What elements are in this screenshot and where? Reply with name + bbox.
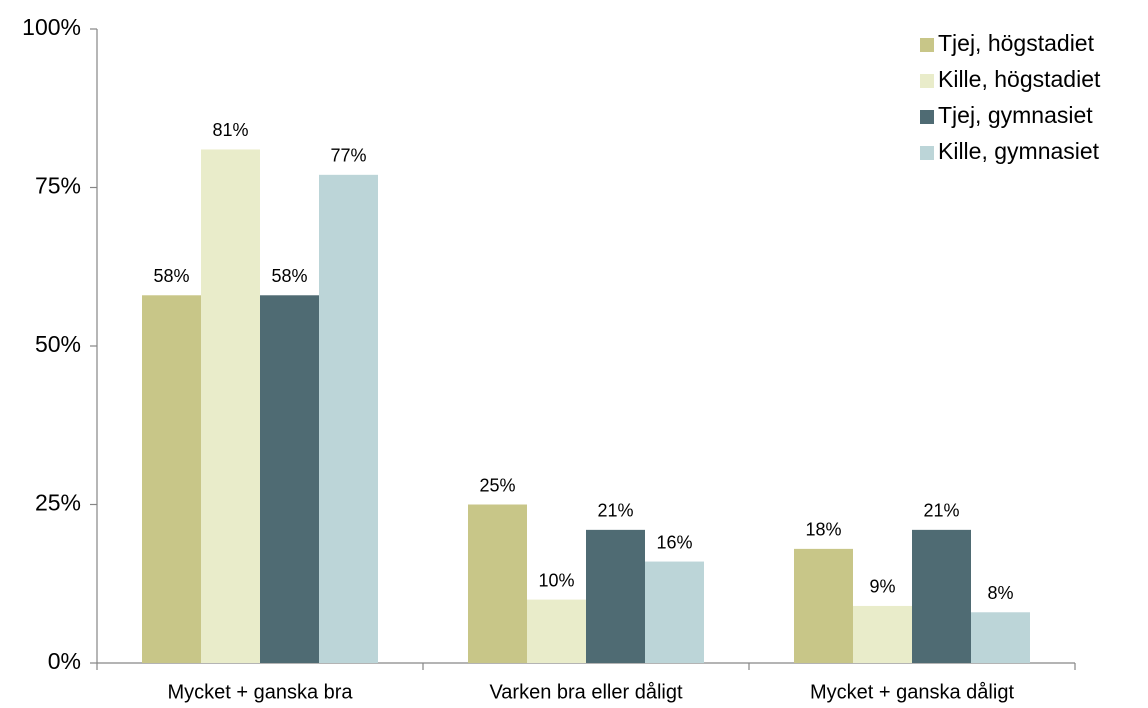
y-tick-label: 100% — [22, 14, 81, 40]
bar — [468, 504, 527, 663]
bar — [645, 561, 704, 663]
bar — [794, 548, 853, 663]
data-label: 8% — [987, 583, 1013, 603]
bar — [527, 599, 586, 663]
y-tick-label: 50% — [35, 331, 81, 357]
bar — [319, 174, 378, 663]
data-label: 25% — [479, 475, 515, 495]
legend-swatch — [920, 110, 934, 124]
x-tick-label: Varken bra eller dåligt — [489, 681, 683, 703]
y-tick-label: 25% — [35, 490, 81, 516]
x-tick-label: Mycket + ganska bra — [167, 681, 353, 703]
bar — [142, 295, 201, 663]
data-label: 21% — [923, 501, 959, 521]
bar — [912, 529, 971, 663]
legend-swatch — [920, 74, 934, 88]
bar — [260, 295, 319, 663]
data-label: 18% — [805, 520, 841, 540]
legend-swatch — [920, 38, 934, 52]
legend-label: Kille, högstadiet — [938, 66, 1101, 92]
bar — [586, 529, 645, 663]
x-tick-label: Mycket + ganska dåligt — [810, 681, 1014, 703]
data-label: 58% — [271, 266, 307, 286]
bar — [853, 605, 912, 663]
bar — [201, 149, 260, 663]
y-tick-label: 75% — [35, 173, 81, 199]
legend-label: Tjej, gymnasiet — [938, 102, 1093, 128]
data-label: 58% — [153, 266, 189, 286]
data-label: 21% — [597, 501, 633, 521]
bar — [971, 612, 1030, 663]
data-label: 9% — [869, 577, 895, 597]
legend-label: Kille, gymnasiet — [938, 138, 1100, 164]
data-label: 10% — [538, 570, 574, 590]
legend-label: Tjej, högstadiet — [938, 30, 1095, 56]
data-label: 77% — [330, 146, 366, 166]
data-label: 16% — [656, 532, 692, 552]
legend-swatch — [920, 146, 934, 160]
y-tick-label: 0% — [48, 648, 81, 674]
data-label: 81% — [212, 120, 248, 140]
